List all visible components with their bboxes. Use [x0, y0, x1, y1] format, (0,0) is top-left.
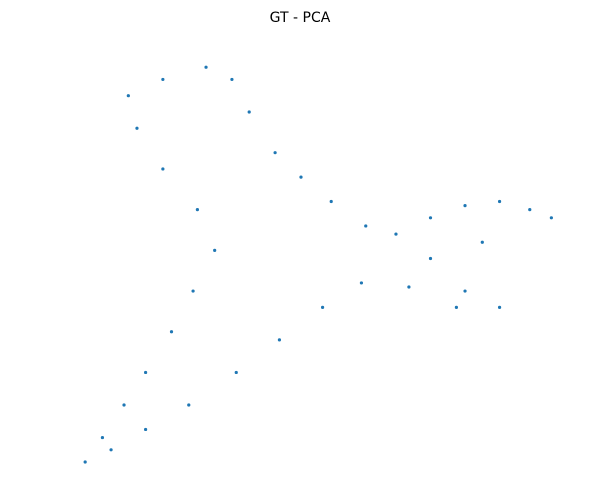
scatter-point [277, 338, 282, 342]
scatter-point [428, 216, 433, 220]
scatter-point [122, 403, 126, 407]
scatter-point [364, 224, 368, 228]
scatter-point [135, 126, 139, 130]
scatter-point [454, 305, 458, 309]
scatter-point [394, 232, 398, 236]
scatter-point [161, 167, 165, 171]
scatter-point [320, 305, 325, 309]
scatter-point [109, 448, 113, 452]
scatter-point [407, 285, 411, 289]
scatter-point [273, 151, 277, 155]
scatter-point [528, 208, 532, 212]
chart-title: GT - PCA [269, 10, 331, 26]
points-layer [83, 65, 553, 464]
scatter-point [247, 110, 251, 114]
scatter-point [463, 289, 467, 293]
scatter-point [428, 256, 433, 261]
scatter-point [195, 208, 199, 212]
scatter-point [549, 216, 553, 220]
scatter-point [204, 65, 208, 69]
scatter-point [497, 199, 502, 204]
scatter-point [191, 289, 195, 293]
scatter-point [299, 175, 303, 179]
scatter-point [497, 305, 502, 309]
scatter-point [144, 370, 148, 375]
scatter-point [230, 77, 234, 82]
scatter-point [83, 460, 87, 464]
scatter-point [359, 281, 364, 285]
scatter-point [463, 203, 467, 208]
scatter-point [329, 199, 333, 204]
scatter-point [213, 248, 217, 252]
scatter-point [480, 240, 484, 244]
scatter-point [126, 94, 130, 98]
scatter-point [169, 330, 174, 334]
scatter-point [144, 427, 148, 432]
scatter-point [100, 435, 105, 440]
scatter-point [187, 403, 191, 407]
scatter-point [234, 370, 238, 375]
scatter-point [161, 77, 165, 82]
